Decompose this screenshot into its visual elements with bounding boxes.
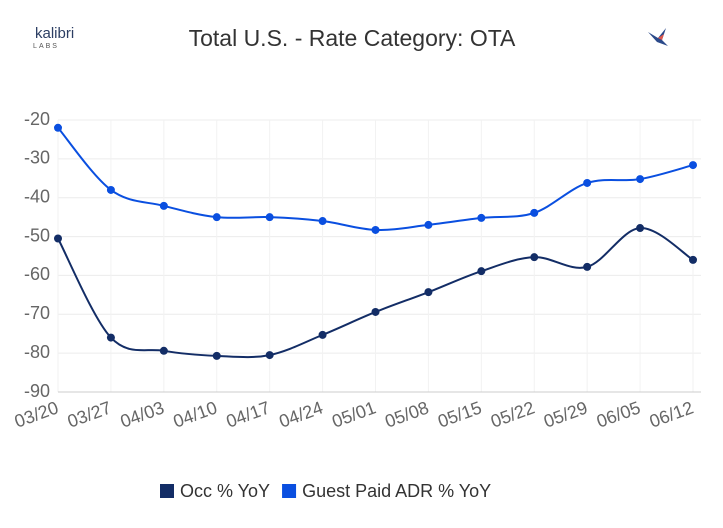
x-tick-label: 03/27 [65, 397, 114, 431]
point [530, 253, 539, 262]
x-tick-label: 06/05 [594, 397, 643, 431]
bird-icon [648, 28, 668, 46]
point [583, 262, 592, 271]
point [159, 201, 168, 210]
logo: kalibri [35, 25, 74, 42]
point [106, 333, 115, 342]
x-tick-label: 04/10 [171, 397, 220, 431]
y-tick-label: -30 [24, 148, 50, 168]
point [212, 351, 221, 360]
point [477, 213, 486, 222]
point [371, 307, 380, 316]
point [106, 185, 115, 194]
legend-swatch [160, 484, 174, 498]
point [371, 225, 380, 234]
point [530, 208, 539, 217]
point [318, 330, 327, 339]
y-tick-label: -40 [24, 186, 50, 206]
legend-label: Occ % YoY [180, 481, 270, 501]
y-tick-label: -80 [24, 342, 50, 362]
x-tick-label: 06/12 [647, 397, 696, 431]
point [689, 255, 697, 264]
point [212, 213, 221, 222]
x-tick-label: 04/24 [276, 397, 325, 431]
point [636, 224, 645, 233]
y-tick-label: -70 [24, 303, 50, 323]
y-tick-label: -20 [24, 109, 50, 129]
x-tick-label: 04/17 [223, 397, 272, 431]
chart-title: Total U.S. - Rate Category: OTA [189, 25, 516, 51]
y-tick-label: -90 [24, 381, 50, 401]
x-tick-label: 03/20 [12, 397, 61, 431]
x-tick-label: 05/08 [382, 397, 431, 431]
point [318, 217, 327, 226]
point [54, 234, 62, 243]
legend-label: Guest Paid ADR % YoY [302, 481, 491, 501]
x-tick-label: 05/29 [541, 397, 590, 431]
x-tick-label: 04/03 [118, 397, 167, 431]
point [424, 220, 433, 229]
point [636, 175, 645, 184]
legend-swatch [282, 484, 297, 498]
point [424, 288, 433, 297]
point [689, 161, 697, 170]
point [159, 346, 168, 355]
x-tick-label: 05/01 [329, 397, 378, 431]
logo-sub: LABS [33, 43, 59, 50]
point [54, 123, 62, 132]
point [265, 213, 274, 222]
point [265, 351, 274, 360]
y-tick-label: -50 [24, 225, 50, 245]
x-tick-label: 05/15 [435, 397, 484, 431]
y-tick-label: -60 [24, 264, 50, 284]
point [583, 178, 592, 187]
x-tick-label: 05/22 [488, 397, 537, 431]
point [477, 267, 486, 276]
